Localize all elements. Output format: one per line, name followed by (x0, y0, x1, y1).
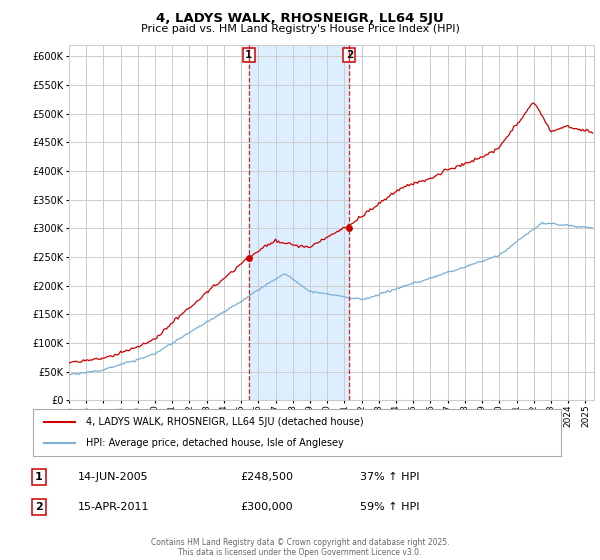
Text: 37% ↑ HPI: 37% ↑ HPI (360, 472, 419, 482)
Text: 59% ↑ HPI: 59% ↑ HPI (360, 502, 419, 512)
Text: 1: 1 (35, 472, 43, 482)
Text: 15-APR-2011: 15-APR-2011 (78, 502, 149, 512)
Bar (249, 45, 349, 400)
Text: 2: 2 (35, 502, 43, 512)
Text: HPI: Average price, detached house, Isle of Anglesey: HPI: Average price, detached house, Isle… (86, 438, 344, 448)
Text: £248,500: £248,500 (240, 472, 293, 482)
Text: Price paid vs. HM Land Registry's House Price Index (HPI): Price paid vs. HM Land Registry's House … (140, 24, 460, 34)
Text: 1: 1 (245, 50, 253, 60)
Text: 4, LADYS WALK, RHOSNEIGR, LL64 5JU: 4, LADYS WALK, RHOSNEIGR, LL64 5JU (156, 12, 444, 25)
Text: 4, LADYS WALK, RHOSNEIGR, LL64 5JU (detached house): 4, LADYS WALK, RHOSNEIGR, LL64 5JU (deta… (86, 417, 364, 427)
Text: 2: 2 (346, 50, 353, 60)
Text: 14-JUN-2005: 14-JUN-2005 (78, 472, 149, 482)
Text: £300,000: £300,000 (240, 502, 293, 512)
Text: Contains HM Land Registry data © Crown copyright and database right 2025.
This d: Contains HM Land Registry data © Crown c… (151, 538, 449, 557)
